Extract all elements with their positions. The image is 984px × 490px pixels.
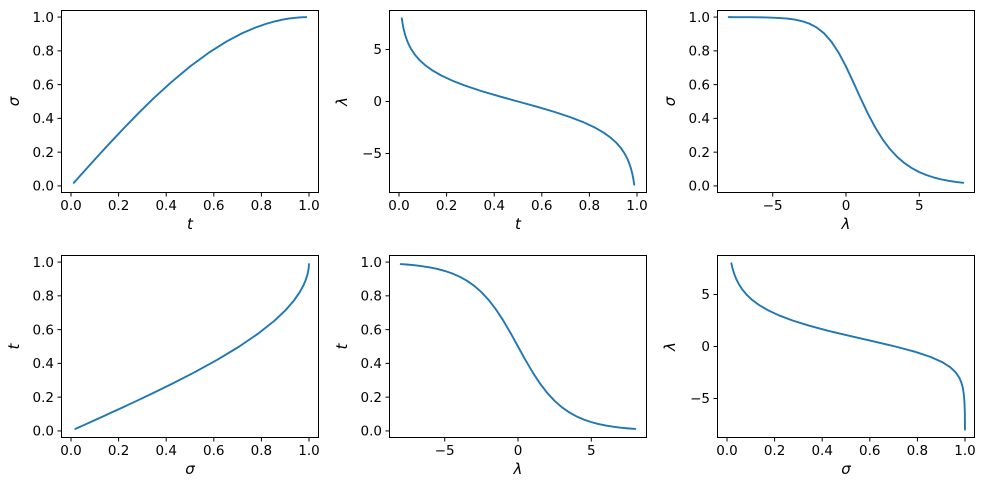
x-tick-label: −5: [763, 198, 783, 214]
x-tick-label: 0.4: [155, 198, 176, 214]
x-tick-label: 0: [514, 443, 523, 459]
y-tick-label: −5: [362, 146, 382, 162]
x-tick-label: 0: [842, 198, 851, 214]
y-tick-label: 0.2: [33, 390, 54, 406]
y-tick-label: 0.6: [33, 77, 54, 93]
axes-frame: [61, 255, 319, 438]
y-tick-label: 0.4: [33, 111, 54, 127]
x-axis-label-sigma-vs-lambda: λ: [841, 215, 851, 233]
x-tick-label: 0.8: [579, 198, 600, 214]
x-axis-label-lambda-vs-t: t: [515, 215, 522, 233]
y-axis-label-t-vs-sigma: t: [5, 342, 23, 349]
y-tick-label: 0: [373, 94, 382, 110]
y-tick-label: 0.2: [33, 145, 54, 161]
x-tick-label: 0.8: [251, 443, 272, 459]
curve-t-vs-sigma: [74, 263, 310, 430]
y-tick-label: 0.4: [689, 111, 710, 127]
y-tick-label: 0.6: [361, 322, 382, 338]
x-tick-label: 0.0: [716, 443, 737, 459]
x-tick-label: 0.2: [436, 198, 457, 214]
x-tick-label: 0.2: [108, 443, 129, 459]
x-axis-label-sigma-vs-t: t: [187, 215, 194, 233]
y-tick-label: 0.4: [361, 356, 382, 372]
axes-frame: [389, 255, 647, 438]
subplot-lambda-vs-t: 0.0 0.2 0.4 0.6 0.8 1.0 −5 0 5 t λ: [333, 10, 648, 233]
curve-sigma-vs-t: [72, 16, 308, 184]
y-axis-label-lambda-vs-sigma: λ: [661, 342, 679, 352]
axes-frame: [61, 10, 319, 193]
y-tick-label: 0.2: [361, 390, 382, 406]
x-axis-label-lambda-vs-sigma: σ: [841, 460, 851, 478]
y-axis-label-t-vs-lambda: t: [333, 342, 351, 349]
y-tick-label: 0.6: [33, 322, 54, 338]
subplot-sigma-vs-t: 0.0 0.2 0.4 0.6 0.8 1.0 0.0 0.2 0.4 0.6 0.8 1.0 t σ: [5, 10, 320, 233]
y-tick-label: 0: [701, 339, 710, 355]
x-tick-label: 0.2: [108, 198, 129, 214]
x-axis-label-t-vs-lambda: λ: [513, 460, 523, 478]
x-tick-label: 0.0: [388, 198, 409, 214]
x-tick-label: −5: [435, 443, 455, 459]
y-tick-label: 0.0: [33, 179, 54, 195]
axes-frame: [389, 10, 647, 193]
subplot-lambda-vs-sigma: 0.0 0.2 0.4 0.6 0.8 1.0 −5 0 5 σ λ: [661, 255, 976, 478]
y-tick-label: 0.2: [689, 145, 710, 161]
x-tick-label: 0.6: [203, 198, 224, 214]
y-tick-label: 0.8: [33, 44, 54, 60]
x-tick-label: 1.0: [626, 198, 647, 214]
x-tick-label: 0.6: [531, 198, 552, 214]
y-axis-label-sigma-vs-lambda: σ: [661, 96, 679, 106]
curve-t-vs-lambda: [399, 263, 637, 430]
axes-frame: [717, 255, 975, 438]
y-axis-label-sigma-vs-t: σ: [5, 96, 23, 106]
subplot-t-vs-lambda: −5 0 5 0.0 0.2 0.4 0.6 0.8 1.0 λ t: [333, 255, 647, 478]
x-tick-label: 0.0: [60, 443, 81, 459]
x-axis-label-t-vs-sigma: σ: [185, 460, 195, 478]
x-tick-label: 1.0: [298, 198, 319, 214]
x-tick-label: 1.0: [954, 443, 975, 459]
x-tick-label: 5: [587, 443, 596, 459]
x-tick-label: 0.2: [764, 443, 785, 459]
x-tick-label: 0.8: [907, 443, 928, 459]
y-tick-label: 0.8: [361, 289, 382, 305]
y-tick-label: 0.4: [33, 356, 54, 372]
y-tick-label: 1.0: [689, 10, 710, 26]
y-tick-label: 1.0: [33, 255, 54, 271]
y-axis-label-lambda-vs-t: λ: [333, 97, 351, 107]
x-tick-label: 0.0: [60, 198, 81, 214]
x-tick-label: 0.4: [483, 198, 504, 214]
y-tick-label: 0.6: [689, 77, 710, 93]
x-tick-label: 0.6: [859, 443, 880, 459]
y-tick-label: 0.8: [33, 289, 54, 305]
curve-lambda-vs-sigma: [730, 262, 966, 431]
curve-lambda-vs-t: [400, 17, 636, 186]
x-tick-label: 5: [915, 198, 924, 214]
x-tick-label: 0.4: [811, 443, 832, 459]
y-tick-label: 0.8: [689, 44, 710, 60]
axes-frame: [717, 10, 975, 193]
subplot-t-vs-sigma: 0.0 0.2 0.4 0.6 0.8 1.0 0.0 0.2 0.4 0.6 0.8 1.0 σ t: [5, 255, 320, 478]
x-tick-label: 0.8: [251, 198, 272, 214]
y-tick-label: 5: [373, 42, 382, 58]
x-tick-label: 0.6: [203, 443, 224, 459]
x-tick-label: 1.0: [298, 443, 319, 459]
subplot-sigma-vs-lambda: −5 0 5 0.0 0.2 0.4 0.6 0.8 1.0 λ σ: [661, 10, 975, 233]
y-tick-label: 0.0: [689, 179, 710, 195]
y-tick-label: 1.0: [33, 10, 54, 26]
curve-sigma-vs-lambda: [727, 16, 965, 184]
y-tick-label: 0.0: [33, 424, 54, 440]
y-tick-label: 1.0: [361, 255, 382, 271]
y-tick-label: −5: [690, 391, 710, 407]
x-tick-label: 0.4: [155, 443, 176, 459]
y-tick-label: 5: [701, 287, 710, 303]
y-tick-label: 0.0: [361, 424, 382, 440]
